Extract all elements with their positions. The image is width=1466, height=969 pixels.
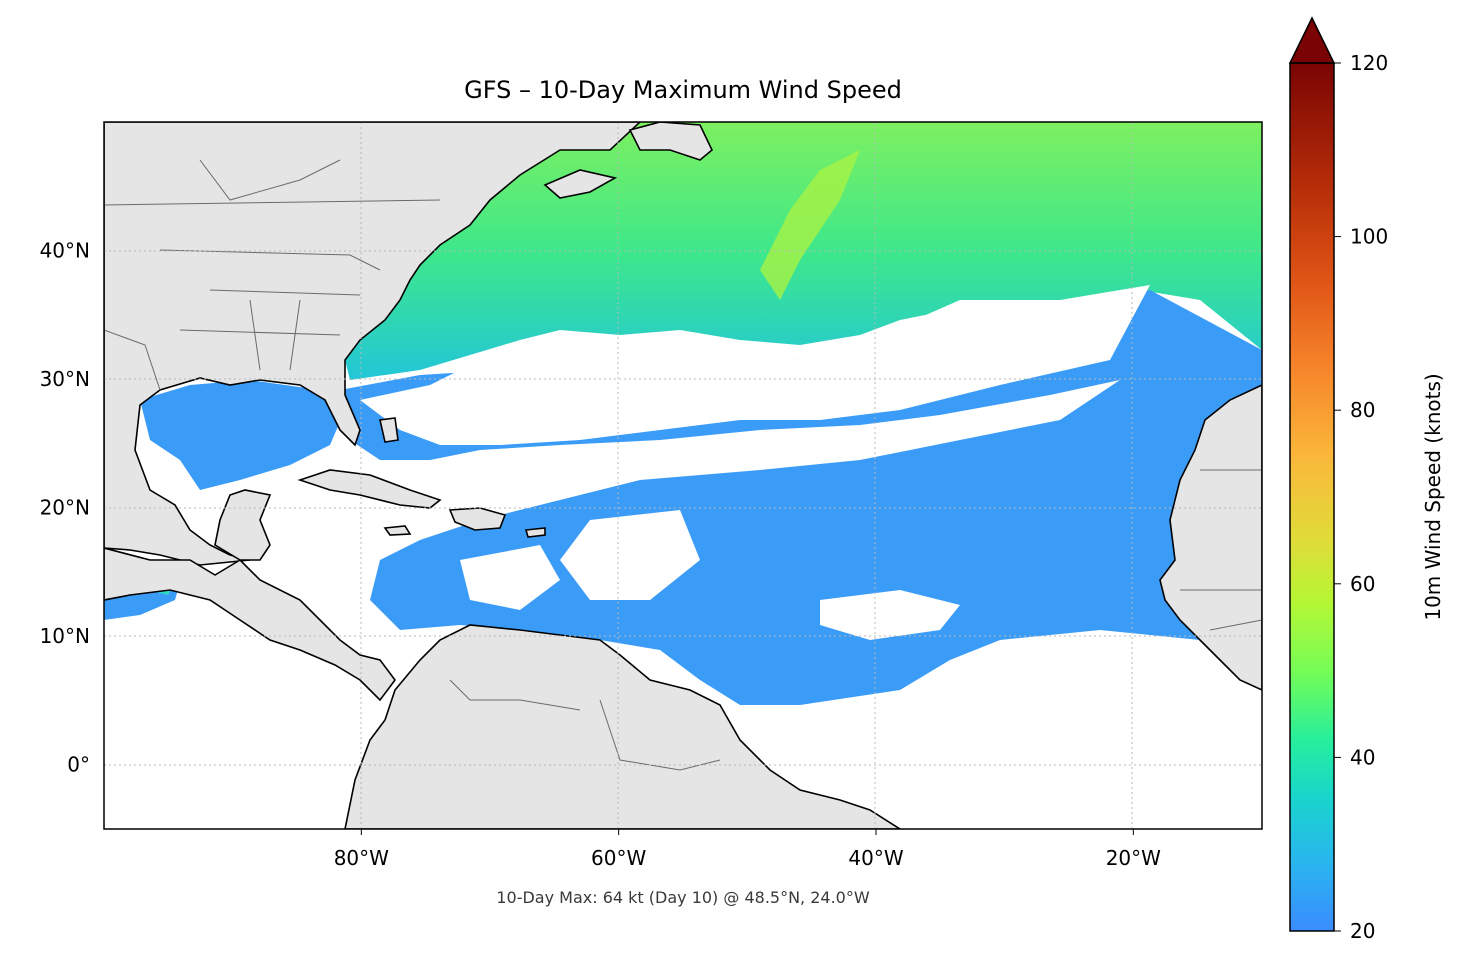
colorbar-tick-label: 80 bbox=[1350, 398, 1375, 422]
land-jamaica bbox=[383, 525, 412, 536]
map-title: GFS – 10-Day Maximum Wind Speed bbox=[464, 76, 902, 104]
map-frame bbox=[103, 121, 1263, 830]
longitude-tick-label: 40°W bbox=[848, 846, 903, 870]
longitude-tick-label: 80°W bbox=[334, 846, 389, 870]
colorbar-tick-label: 120 bbox=[1350, 51, 1388, 75]
longitude-tick-labels: 80°W 60°W 40°W 20°W bbox=[334, 829, 1161, 870]
colorbar-extend-arrow bbox=[1288, 16, 1336, 64]
colorbar: 20 40 60 80 100 120 10m Wind Speed (knots) bbox=[1288, 16, 1445, 943]
latitude-tick-label: 0° bbox=[67, 753, 90, 777]
longitude-tick-label: 20°W bbox=[1106, 846, 1161, 870]
land-central-america bbox=[104, 489, 396, 702]
colorbar-tick-labels: 20 40 60 80 100 120 bbox=[1334, 51, 1388, 943]
longitude-tick-label: 60°W bbox=[591, 846, 646, 870]
latitude-tick-label: 40°N bbox=[40, 239, 90, 263]
land-south-america bbox=[344, 624, 902, 829]
land-nova-scotia bbox=[543, 169, 618, 199]
land-cuba bbox=[297, 469, 442, 509]
map-panel bbox=[104, 122, 1262, 829]
gridlines bbox=[104, 122, 1262, 829]
wind-field-streak bbox=[760, 150, 860, 300]
latitude-tick-label: 30°N bbox=[40, 367, 90, 391]
land-north-america bbox=[104, 122, 642, 566]
colorbar-tick-label: 40 bbox=[1350, 745, 1375, 769]
latitude-tick-label: 20°N bbox=[40, 496, 90, 520]
max-wind-caption: 10-Day Max: 64 kt (Day 10) @ 48.5°N, 24.… bbox=[496, 888, 870, 907]
land-africa bbox=[1159, 384, 1262, 691]
colorbar-tick-label: 20 bbox=[1350, 919, 1375, 943]
land bbox=[104, 122, 1262, 829]
colorbar-gradient bbox=[1290, 63, 1334, 931]
colorbar-tick-label: 60 bbox=[1350, 572, 1375, 596]
land-puerto-rico bbox=[524, 527, 546, 538]
wind-field-gulf bbox=[140, 380, 345, 490]
political-borders bbox=[104, 159, 1262, 771]
latitude-tick-labels: 40°N 30°N 20°N 10°N 0° bbox=[40, 239, 90, 777]
colorbar-tick-label: 100 bbox=[1350, 225, 1388, 249]
colorbar-frame bbox=[1289, 62, 1335, 932]
latitude-tick-label: 10°N bbox=[40, 624, 90, 648]
land-bahamas bbox=[379, 417, 399, 443]
colorbar-label: 10m Wind Speed (knots) bbox=[1421, 373, 1445, 620]
no-data-regions bbox=[360, 285, 1150, 640]
